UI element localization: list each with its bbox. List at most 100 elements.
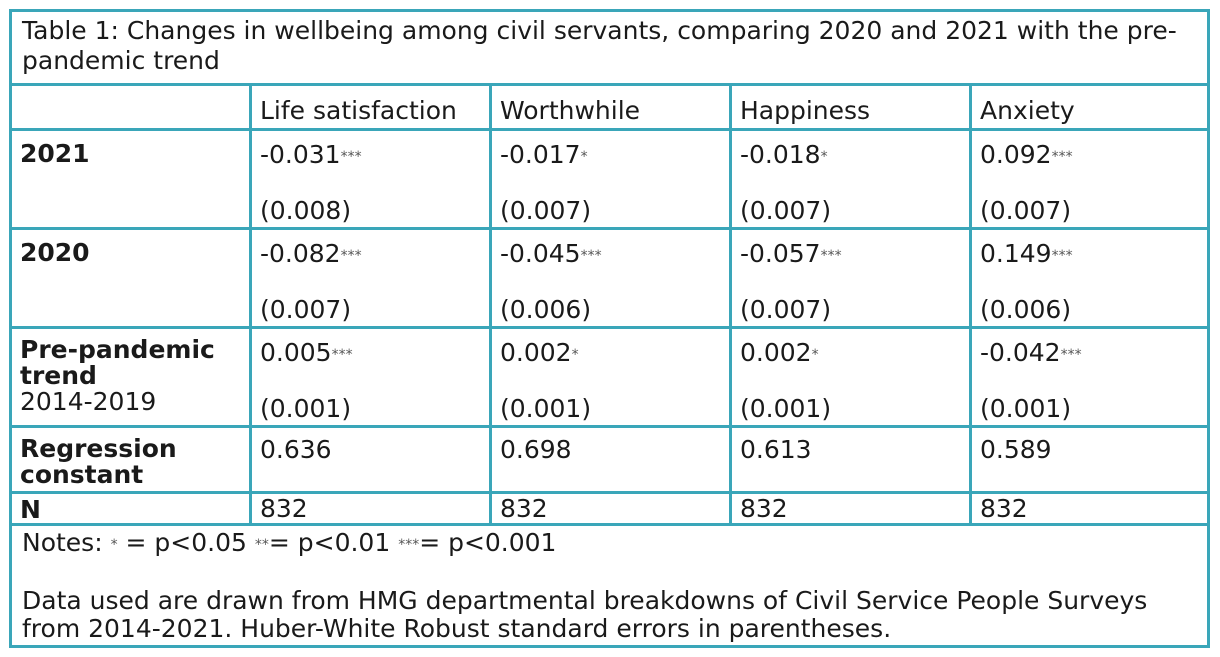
coef-cell: 0.005*** (0.001): [252, 329, 489, 425]
coef-value: -0.042: [980, 338, 1061, 367]
table-row-n: N 832 832 832 832: [12, 494, 1207, 526]
coef-value: -0.045: [500, 239, 581, 268]
value-cell: 832: [492, 494, 729, 523]
row-label: N: [20, 495, 41, 524]
table-row-pre-pandemic: Pre-pandemic trend 2014-2019 0.005*** (0…: [12, 329, 1207, 428]
coef-cell: -0.082*** (0.007): [252, 230, 489, 326]
n-value: 832: [740, 494, 788, 523]
coef-cell: -0.031*** (0.008): [252, 131, 489, 227]
notes-data-source: Data used are drawn from HMG departmenta…: [22, 586, 1148, 643]
significance-stars: ***: [820, 248, 842, 264]
notes-text-2: = p<0.01: [268, 528, 399, 557]
table-row-2021: 2021 -0.031*** (0.008) -0.017* (0.007) -…: [12, 131, 1207, 230]
column-divider: [249, 86, 252, 523]
row-label: Regression constant: [20, 434, 177, 489]
header-row: Life satisfaction Worthwhile Happiness A…: [12, 86, 1207, 131]
significance-stars: ***: [331, 347, 353, 363]
notes-significance: Notes: * = p<0.05 **= p<0.01 ***= p<0.00…: [22, 529, 1197, 557]
coef-value: -0.057: [740, 239, 821, 268]
notes-text-3: = p<0.001: [419, 528, 557, 557]
value-cell: 832: [252, 494, 489, 523]
row-label: 2020: [12, 230, 249, 326]
std-error: (0.007): [980, 196, 1072, 225]
significance-stars: ***: [1060, 347, 1082, 363]
significance-stars: *: [811, 347, 819, 363]
coef-cell: -0.042*** (0.001): [972, 329, 1207, 425]
significance-stars: ***: [1051, 149, 1073, 165]
notes-text-1: = p<0.05: [117, 528, 255, 557]
value-cell: 0.589: [972, 428, 1207, 491]
row-label-text: 2021: [20, 139, 90, 168]
std-error: (0.007): [740, 295, 832, 324]
coef-cell: -0.057*** (0.007): [732, 230, 969, 326]
n-value: 832: [260, 494, 308, 523]
row-label-text: Pre-pandemic trend: [20, 335, 215, 390]
significance-stars: ***: [340, 248, 362, 264]
significance-stars: ***: [340, 149, 362, 165]
significance-stars: *: [571, 347, 579, 363]
table-row-2020: 2020 -0.082*** (0.007) -0.045*** (0.006)…: [12, 230, 1207, 329]
notes-prefix: Notes:: [22, 528, 111, 557]
std-error: (0.001): [740, 394, 832, 423]
std-error: (0.007): [260, 295, 352, 324]
significance-stars: *: [580, 149, 588, 165]
std-error: (0.006): [980, 295, 1072, 324]
results-table: Table 1: Changes in wellbeing among civi…: [9, 9, 1210, 648]
notes-star-3: ***: [398, 537, 420, 553]
notes-star-1: *: [110, 537, 118, 553]
std-error: (0.008): [260, 196, 352, 225]
coef-value: -0.018: [740, 140, 821, 169]
std-error: (0.001): [500, 394, 592, 423]
n-value: 832: [500, 494, 548, 523]
std-error: (0.001): [260, 394, 352, 423]
coef-cell: -0.045*** (0.006): [492, 230, 729, 326]
coef-cell: -0.017* (0.007): [492, 131, 729, 227]
constant-value: 0.613: [740, 435, 812, 464]
header-worthwhile: Worthwhile: [500, 96, 641, 125]
n-value: 832: [980, 494, 1028, 523]
notes-star-2: **: [254, 537, 269, 553]
coef-value: 0.002: [740, 338, 812, 367]
significance-stars: ***: [580, 248, 602, 264]
coef-value: -0.031: [260, 140, 341, 169]
constant-value: 0.636: [260, 435, 332, 464]
value-cell: 0.636: [252, 428, 489, 491]
std-error: (0.006): [500, 295, 592, 324]
column-divider: [489, 86, 492, 523]
row-sublabel: 2014-2019: [20, 387, 157, 416]
coef-cell: 0.002* (0.001): [492, 329, 729, 425]
table-row-constant: Regression constant 0.636 0.698 0.613 0.…: [12, 428, 1207, 494]
coef-value: -0.017: [500, 140, 581, 169]
coef-cell: 0.002* (0.001): [732, 329, 969, 425]
value-cell: 832: [732, 494, 969, 523]
header-life-satisfaction: Life satisfaction: [260, 96, 457, 125]
significance-stars: ***: [1051, 248, 1073, 264]
coef-value: 0.005: [260, 338, 332, 367]
value-cell: 0.613: [732, 428, 969, 491]
table-notes: Notes: * = p<0.05 **= p<0.01 ***= p<0.00…: [12, 523, 1207, 649]
coef-value: -0.082: [260, 239, 341, 268]
coef-cell: -0.018* (0.007): [732, 131, 969, 227]
coef-value: 0.002: [500, 338, 572, 367]
header-empty-cell: [12, 86, 249, 128]
column-divider: [729, 86, 732, 523]
constant-value: 0.698: [500, 435, 572, 464]
value-cell: 832: [972, 494, 1207, 523]
row-label-text: 2020: [20, 238, 90, 267]
std-error: (0.001): [980, 394, 1072, 423]
header-happiness: Happiness: [740, 96, 871, 125]
table-caption: Table 1: Changes in wellbeing among civi…: [12, 12, 1207, 86]
std-error: (0.007): [500, 196, 592, 225]
significance-stars: *: [820, 149, 828, 165]
std-error: (0.007): [740, 196, 832, 225]
coef-cell: 0.149*** (0.006): [972, 230, 1207, 326]
header-anxiety: Anxiety: [980, 96, 1075, 125]
row-label: 2021: [12, 131, 249, 227]
column-divider: [969, 86, 972, 523]
coef-cell: 0.092*** (0.007): [972, 131, 1207, 227]
value-cell: 0.698: [492, 428, 729, 491]
constant-value: 0.589: [980, 435, 1052, 464]
coef-value: 0.149: [980, 239, 1052, 268]
coef-value: 0.092: [980, 140, 1052, 169]
row-label: Pre-pandemic trend 2014-2019: [12, 329, 242, 425]
